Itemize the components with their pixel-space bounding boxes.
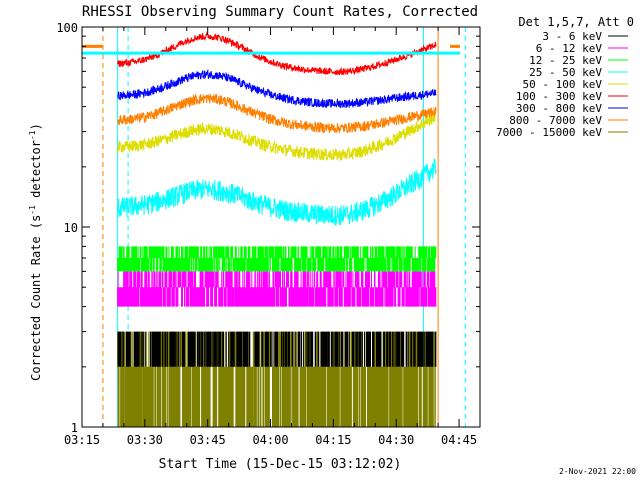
series-line [117,110,437,161]
y-axis-label-sup2: -1 [28,130,37,140]
x-tick-label: 04:00 [252,433,288,447]
series-line [117,93,437,134]
series-line [117,271,437,307]
legend-label: 12 - 25 keV [529,54,602,67]
y-axis-label: Corrected Count Rate (s-1 detector-1) [28,123,43,381]
footer-date: 2-Nov-2021 22:00 [559,467,636,476]
y-axis-label-main: Corrected Count Rate (s [29,215,43,381]
axes: 1 10 100 03:15 03:30 03:45 04:00 04:15 04:30 04:4… [56,21,481,447]
y-axis-label-end: ) [29,123,43,130]
y-tick-label: 100 [56,21,78,35]
series-line [117,158,437,226]
x-tick-label: 04:45 [441,433,477,447]
series-3-6-kev [117,331,437,367]
legend-label: 50 - 100 keV [523,78,603,91]
series-line [117,31,437,76]
series-300-800-kev [117,68,437,109]
x-axis-label: Start Time (15-Dec-15 03:12:02) [159,457,402,472]
x-tick-label: 03:15 [64,433,100,447]
plot-area [82,27,466,427]
series-6-12-kev [117,271,437,307]
y-axis-label-sup1: -1 [28,205,37,215]
x-tick-label: 04:15 [315,433,351,447]
series-50-100-kev [117,110,437,161]
legend-title: Det 1,5,7, Att 0 [518,15,634,29]
chart-title: RHESSI Observing Summary Count Rates, Co… [82,4,478,20]
legend-label: 25 - 50 keV [529,66,602,79]
y-tick-label: 1 [71,421,78,435]
x-tick-label: 03:30 [127,433,163,447]
legend-label: 7000 - 15000 keV [496,126,602,139]
series-25-50-kev [117,158,437,226]
x-tick-label: 04:30 [378,433,414,447]
legend-label: 100 - 300 keV [516,90,602,103]
series-line [117,246,437,272]
series-12-25-kev [117,246,437,272]
legend-label: 300 - 800 keV [516,102,602,115]
series-line [117,68,437,109]
y-axis-label-mid: detector [29,140,43,205]
legend-label: 800 - 7000 keV [509,114,602,127]
legend-label: 6 - 12 keV [536,42,603,55]
series-line [117,331,437,367]
series-100-300-kev [117,31,437,76]
series-800-7000-kev [117,93,437,134]
x-tick-label: 03:45 [190,433,226,447]
y-tick-label: 10 [64,221,78,235]
legend-label: 3 - 6 keV [542,30,602,43]
